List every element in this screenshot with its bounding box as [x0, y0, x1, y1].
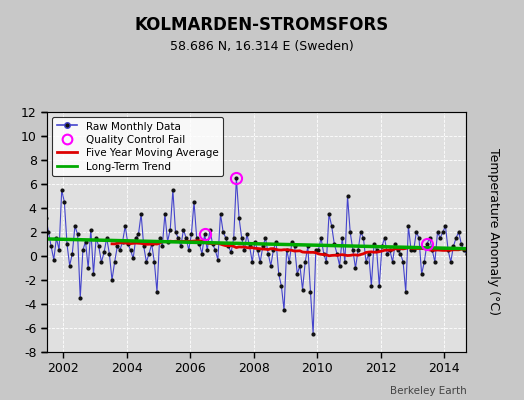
Text: Berkeley Earth: Berkeley Earth — [390, 386, 466, 396]
Text: 58.686 N, 16.314 E (Sweden): 58.686 N, 16.314 E (Sweden) — [170, 40, 354, 53]
Legend: Raw Monthly Data, Quality Control Fail, Five Year Moving Average, Long-Term Tren: Raw Monthly Data, Quality Control Fail, … — [52, 117, 223, 176]
Y-axis label: Temperature Anomaly (°C): Temperature Anomaly (°C) — [487, 148, 500, 316]
Text: KOLMARDEN-STROMSFORS: KOLMARDEN-STROMSFORS — [135, 16, 389, 34]
